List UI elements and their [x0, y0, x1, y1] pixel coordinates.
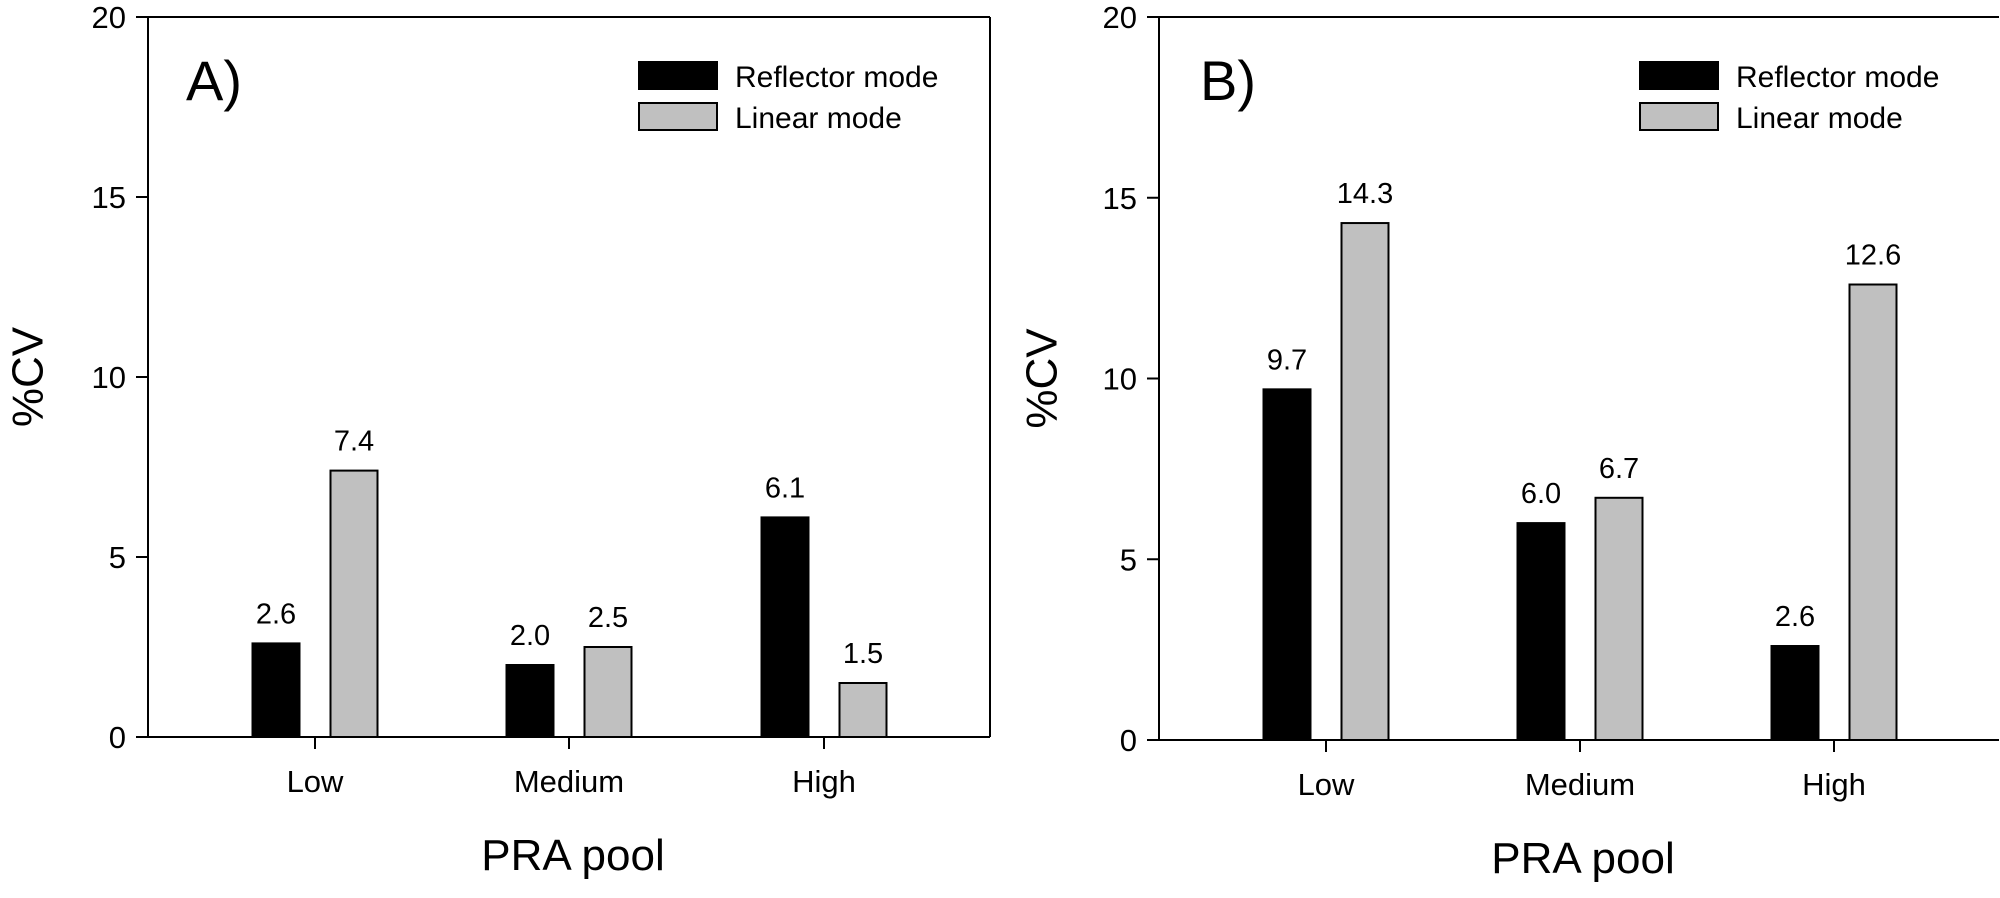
panel-a-legend: Reflector mode Linear mode	[638, 61, 938, 135]
panel-a-bar-reflector-medium	[505, 664, 555, 738]
panel-a-y-tick-label: 0	[109, 720, 126, 755]
panel-a-value-label-reflector-medium: 2.0	[510, 620, 550, 652]
panel-b-y-tick-label: 0	[1120, 723, 1137, 758]
panel-a-value-label-linear-medium: 2.5	[588, 602, 628, 634]
panel-a-bar-linear-low	[329, 469, 379, 738]
panel-b-bar-linear-medium	[1594, 496, 1644, 742]
panel-b-x-tick-label-high: High	[1802, 767, 1866, 802]
panel-a-x-tick-label-medium: Medium	[514, 764, 624, 799]
panel-b-bar-reflector-low	[1262, 388, 1312, 741]
panel-a-y-tick-label: 5	[109, 540, 126, 575]
panel-a-x-tick-label-high: High	[792, 764, 856, 799]
panel-a-y-tick-label: 10	[92, 360, 126, 395]
panel-b-bar-linear-low	[1340, 222, 1390, 741]
panel-a-legend-label-linear: Linear mode	[735, 102, 902, 135]
panel-b-y-tick-label: 10	[1103, 362, 1137, 397]
panel-a-legend-label-reflector: Reflector mode	[735, 61, 938, 94]
panel-b-value-label-linear-medium: 6.7	[1599, 453, 1639, 485]
panel-b-panel-letter: B)	[1200, 49, 1256, 112]
panel-a-bar-reflector-low	[251, 642, 301, 739]
panel-a-chart: 0 5 10 15 20 Low 2.6 7.4 Medium 2.0 2.5 High 6.1 1.5%…	[4, 0, 991, 880]
panel-b-legend-swatch-reflector	[1639, 61, 1719, 90]
panel-a-y-axis-title: %CV	[4, 326, 53, 427]
panel-a-bar-linear-medium	[583, 646, 633, 738]
panel-a-value-label-linear-low: 7.4	[334, 426, 374, 458]
panel-a-panel-letter: A)	[186, 49, 242, 112]
panel-a-bar-reflector-high	[760, 516, 810, 739]
panel-a-legend-swatch-linear	[638, 102, 718, 131]
panel-b-value-label-reflector-low: 9.7	[1267, 344, 1307, 376]
panel-b-x-tick-label-medium: Medium	[1525, 767, 1635, 802]
panel-a-value-label-linear-high: 1.5	[843, 638, 883, 670]
panel-b-legend: Reflector mode Linear mode	[1639, 61, 1939, 135]
panel-a-legend-swatch-reflector	[638, 61, 718, 90]
panel-b-value-label-reflector-high: 2.6	[1775, 601, 1815, 633]
panel-b-y-tick-label: 5	[1120, 542, 1137, 577]
panel-b-x-axis-title: PRA pool	[1491, 834, 1674, 883]
panel-b-y-axis-title: %CV	[1018, 328, 1067, 429]
panel-b-value-label-linear-low: 14.3	[1337, 178, 1393, 210]
panel-a-value-label-reflector-low: 2.6	[256, 598, 296, 630]
panel-b-chart: 0 5 10 15 20 Low 9.7 14.3 Medium 6.0 6.7 High 2.6 12.…	[1018, 0, 1999, 883]
panel-b-value-label-reflector-medium: 6.0	[1521, 478, 1561, 510]
panel-b-legend-label-reflector: Reflector mode	[1736, 61, 1939, 94]
panel-a-x-tick-label-low: Low	[287, 764, 344, 799]
panel-b-legend-label-linear: Linear mode	[1736, 102, 1903, 135]
panel-a-y-tick-label: 20	[92, 0, 126, 35]
panel-b-bar-linear-high	[1848, 283, 1898, 741]
panel-a-value-label-reflector-high: 6.1	[765, 472, 805, 504]
panel-a-x-axis-title: PRA pool	[481, 831, 664, 880]
panel-b-bar-reflector-high	[1770, 645, 1820, 742]
panel-b-value-label-linear-high: 12.6	[1845, 240, 1901, 272]
panel-b-x-tick-label-low: Low	[1298, 767, 1355, 802]
panel-b-legend-swatch-linear	[1639, 102, 1719, 131]
panel-a-y-tick-label: 15	[92, 180, 126, 215]
panel-b-bar-reflector-medium	[1516, 522, 1566, 741]
panel-b-y-tick-label: 20	[1103, 0, 1137, 35]
panel-a-bar-linear-high	[838, 682, 888, 738]
panel-b-y-tick-label: 15	[1103, 181, 1137, 216]
